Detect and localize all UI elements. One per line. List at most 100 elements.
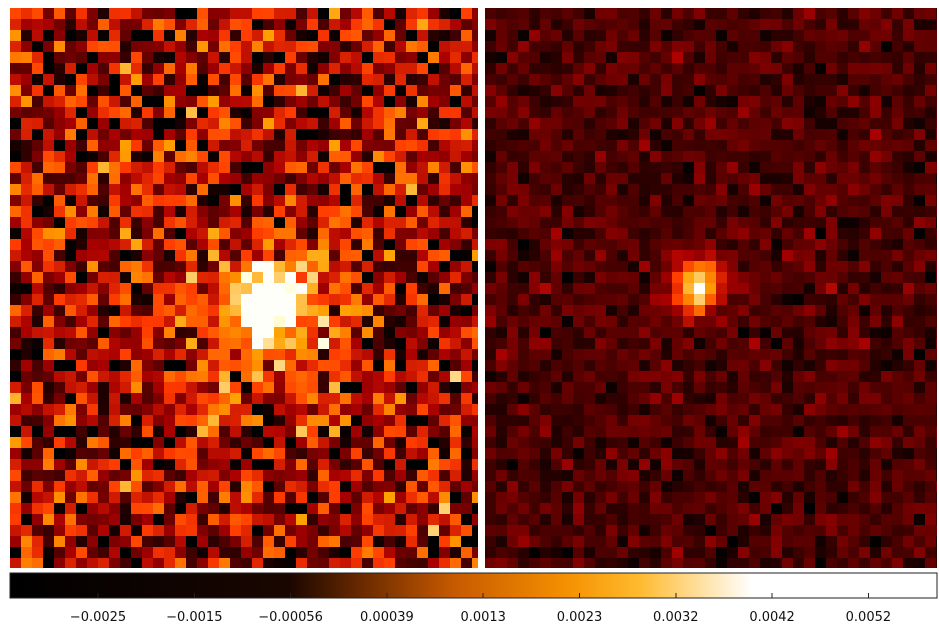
pixel — [175, 184, 186, 195]
pixel — [98, 525, 109, 536]
pixel — [10, 173, 21, 184]
pixel — [573, 426, 584, 437]
pixel — [914, 360, 925, 371]
pixel — [672, 19, 683, 30]
pixel — [428, 316, 439, 327]
pixel — [120, 74, 131, 85]
pixel — [120, 349, 131, 360]
pixel — [892, 173, 903, 184]
pixel — [153, 437, 164, 448]
pixel — [540, 525, 551, 536]
pixel — [395, 8, 406, 19]
pixel — [771, 349, 782, 360]
pixel — [639, 30, 650, 41]
pixel — [507, 470, 518, 481]
pixel — [749, 371, 760, 382]
pixel — [219, 30, 230, 41]
pixel — [362, 492, 373, 503]
pixel — [848, 481, 859, 492]
pixel — [296, 481, 307, 492]
pixel — [496, 41, 507, 52]
pixel — [826, 96, 837, 107]
pixel — [219, 371, 230, 382]
pixel — [351, 338, 362, 349]
pixel — [274, 470, 285, 481]
pixel — [208, 184, 219, 195]
pixel — [76, 151, 87, 162]
pixel — [903, 107, 914, 118]
pixel — [859, 261, 870, 272]
pixel — [639, 459, 650, 470]
pixel — [230, 525, 241, 536]
pixel — [793, 294, 804, 305]
pixel — [595, 426, 606, 437]
pixel — [274, 173, 285, 184]
pixel — [230, 239, 241, 250]
pixel — [595, 338, 606, 349]
pixel — [21, 85, 32, 96]
pixel — [384, 63, 395, 74]
pixel — [485, 426, 496, 437]
pixel — [109, 470, 120, 481]
pixel — [428, 250, 439, 261]
pixel — [21, 184, 32, 195]
pixel — [153, 162, 164, 173]
pixel — [716, 107, 727, 118]
pixel — [76, 41, 87, 52]
pixel — [10, 140, 21, 151]
pixel — [175, 162, 186, 173]
pixel — [661, 162, 672, 173]
pixel — [518, 338, 529, 349]
pixel — [782, 129, 793, 140]
pixel — [164, 316, 175, 327]
pixel — [606, 96, 617, 107]
pixel — [804, 514, 815, 525]
pixel — [826, 151, 837, 162]
pixel — [639, 393, 650, 404]
pixel — [485, 272, 496, 283]
pixel — [461, 448, 472, 459]
pixel — [153, 536, 164, 547]
pixel — [384, 393, 395, 404]
pixel — [208, 525, 219, 536]
pixel — [606, 470, 617, 481]
pixel — [628, 217, 639, 228]
pixel — [683, 96, 694, 107]
pixel — [54, 129, 65, 140]
pixel — [208, 349, 219, 360]
pixel — [76, 195, 87, 206]
pixel — [54, 162, 65, 173]
pixel — [617, 8, 628, 19]
pixel — [461, 195, 472, 206]
pixel — [428, 107, 439, 118]
pixel — [219, 272, 230, 283]
pixel — [10, 558, 21, 568]
pixel — [285, 492, 296, 503]
pixel — [43, 459, 54, 470]
pixel — [186, 52, 197, 63]
pixel — [595, 382, 606, 393]
pixel — [109, 283, 120, 294]
pixel — [672, 448, 683, 459]
pixel — [98, 19, 109, 30]
pixel — [826, 426, 837, 437]
pixel — [417, 316, 428, 327]
pixel — [208, 195, 219, 206]
pixel — [529, 8, 540, 19]
pixel — [197, 338, 208, 349]
pixel — [472, 492, 478, 503]
pixel — [32, 360, 43, 371]
pixel — [32, 195, 43, 206]
pixel — [540, 140, 551, 151]
pixel — [285, 74, 296, 85]
pixel — [439, 503, 450, 514]
pixel — [584, 30, 595, 41]
pixel — [705, 184, 716, 195]
pixel — [395, 162, 406, 173]
pixel — [738, 404, 749, 415]
pixel — [109, 437, 120, 448]
pixel — [650, 129, 661, 140]
pixel — [771, 558, 782, 568]
pixel — [197, 151, 208, 162]
pixel — [551, 525, 562, 536]
